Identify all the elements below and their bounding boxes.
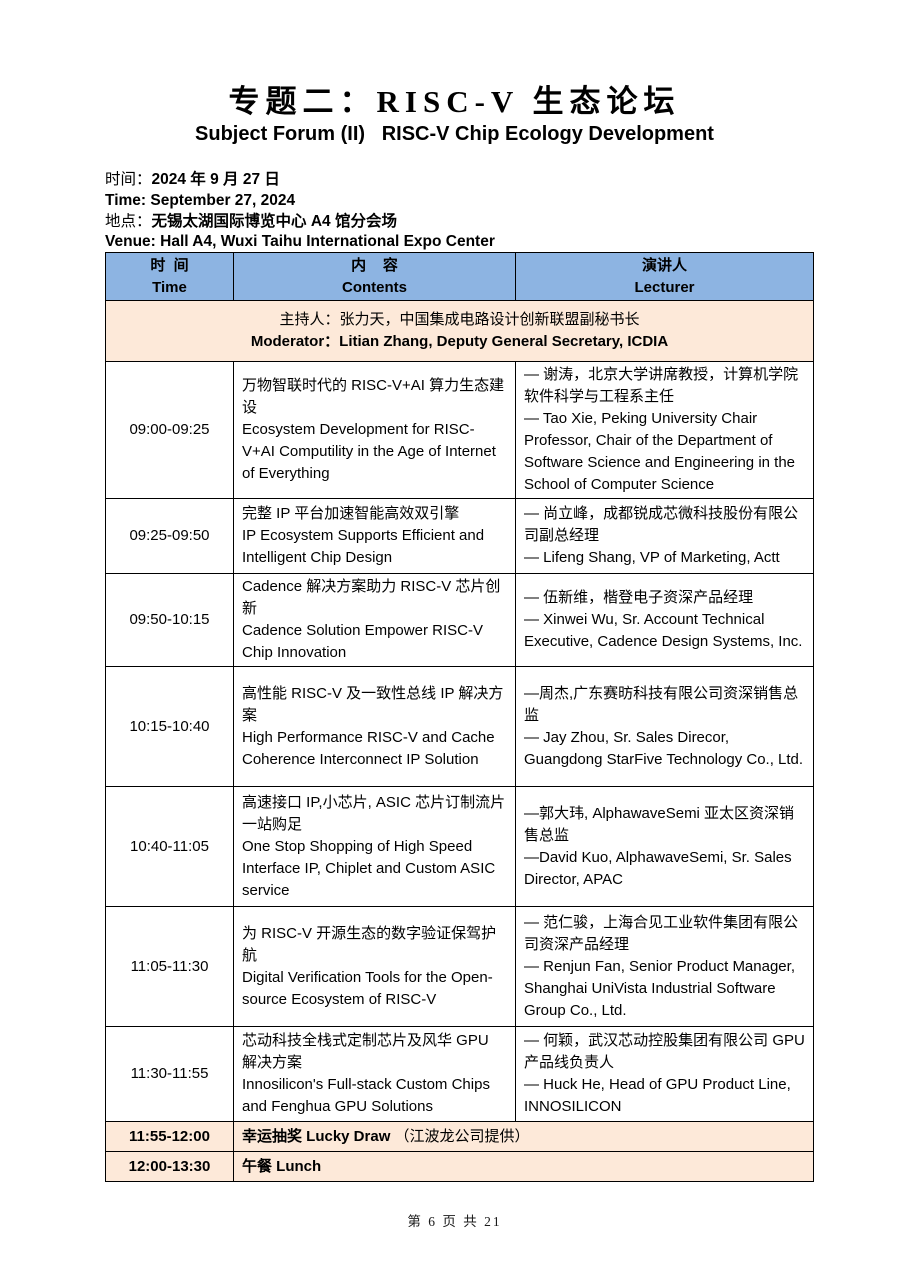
content-cell: Cadence 解决方案助力 RISC-V 芯片创新 Cadence Solut… (233, 573, 516, 667)
lucky-draw-label: 幸运抽奖 Lucky Draw (242, 1127, 391, 1145)
table-row: 11:05-11:30 为 RISC-V 开源生态的数字验证保驾护航 Digit… (105, 906, 814, 1027)
time-cell: 09:00-09:25 (105, 361, 234, 499)
content-zh: 万物智联时代的 RISC-V+AI 算力生态建设 (242, 377, 505, 416)
content-zh: Cadence 解决方案助力 RISC-V 芯片创新 (242, 578, 501, 617)
content-en: Cadence Solution Empower RISC-V Chip Inn… (242, 622, 483, 661)
table-row: 10:15-10:40 高性能 RISC-V 及一致性总线 IP 解决方案 Hi… (105, 666, 814, 787)
lecturer-zh: — 伍新维，楷登电子资深产品经理 (524, 589, 754, 606)
lecturer-cell: — 谢涛，北京大学讲席教授，计算机学院软件科学与工程系主任 — Tao Xie,… (515, 361, 814, 499)
lecturer-cell: — 伍新维，楷登电子资深产品经理 — Xinwei Wu, Sr. Accoun… (515, 573, 814, 667)
lecturer-en: — Xinwei Wu, Sr. Account Technical Execu… (524, 611, 803, 650)
content-en: Innosilicon's Full-stack Custom Chips an… (242, 1076, 490, 1115)
col-lecturer-en: Lecturer (634, 278, 695, 296)
content-en: High Performance RISC-V and Cache Cohere… (242, 728, 495, 768)
lecturer-en: — Lifeng Shang, VP of Marketing, Actt (524, 549, 780, 566)
table-row: 09:00-09:25 万物智联时代的 RISC-V+AI 算力生态建设 Eco… (105, 361, 814, 499)
time-cell: 10:15-10:40 (105, 666, 234, 787)
column-header-contents: 内 容 Contents (233, 252, 516, 301)
lecturer-en: — Renjun Fan, Senior Product Manager, Sh… (524, 957, 795, 1019)
lecturer-zh: — 范仁骏，上海合见工业软件集团有限公司资深产品经理 (524, 913, 799, 953)
content-zh: 完整 IP 平台加速智能高效双引擎 (242, 505, 460, 522)
col-lecturer-zh: 演讲人 (641, 256, 687, 274)
content-zh: 高性能 RISC-V 及一致性总线 IP 解决方案 (242, 684, 504, 724)
lunch-cell: 午餐 Lunch (233, 1151, 814, 1182)
content-en: One Stop Shopping of High Speed Interfac… (242, 837, 496, 899)
lecturer-cell: — 何颖，武汉芯动控股集团有限公司 GPU 产品线负责人 — Huck He, … (515, 1026, 814, 1122)
table-row: 11:30-11:55 芯动科技全栈式定制芯片及风华 GPU 解决方案 Inno… (105, 1026, 814, 1122)
event-info: 时间：2024 年 9 月 27 日 Time: September 27, 2… (105, 170, 815, 253)
lecturer-cell: — 尚立峰，成都锐成芯微科技股份有限公司副总经理 — Lifeng Shang,… (515, 498, 814, 574)
content-cell: 高速接口 IP,小芯片, ASIC 芯片订制流片一站购足 One Stop Sh… (233, 786, 516, 907)
content-cell: 万物智联时代的 RISC-V+AI 算力生态建设 Ecosystem Devel… (233, 361, 516, 499)
time-cell: 11:55-12:00 (105, 1121, 234, 1152)
lecturer-zh: — 尚立峰，成都锐成芯微科技股份有限公司副总经理 (524, 505, 799, 544)
lunch-row: 12:00-13:30 午餐 Lunch (105, 1151, 814, 1182)
lecturer-en: — Huck He, Head of GPU Product Line, INN… (524, 1076, 791, 1115)
lecturer-zh: —周杰,广东赛昉科技有限公司资深销售总监 (524, 684, 799, 724)
moderator-en: Moderator：Litian Zhang, Deputy General S… (250, 333, 669, 350)
time-label: 时间： (105, 171, 152, 188)
lecturer-zh: — 何颖，武汉芯动控股集团有限公司 GPU 产品线负责人 (524, 1032, 805, 1071)
lucky-draw-sponsor: （江波龙公司提供） (394, 1127, 530, 1145)
col-time-en: Time (152, 278, 187, 296)
time-cell: 09:50-10:15 (105, 573, 234, 667)
info-time-en: Time: September 27, 2024 (105, 191, 296, 209)
venue-value: 无锡太湖国际博览中心 A4 馆分会场 (151, 212, 397, 230)
lecturer-cell: — 范仁骏，上海合见工业软件集团有限公司资深产品经理 — Renjun Fan,… (515, 906, 814, 1027)
content-cell: 芯动科技全栈式定制芯片及风华 GPU 解决方案 Innosilicon's Fu… (233, 1026, 516, 1122)
time-cell: 11:05-11:30 (105, 906, 234, 1027)
lecturer-cell: —周杰,广东赛昉科技有限公司资深销售总监 — Jay Zhou, Sr. Sal… (515, 666, 814, 787)
content-zh: 芯动科技全栈式定制芯片及风华 GPU 解决方案 (242, 1032, 489, 1071)
time-cell: 12:00-13:30 (105, 1151, 234, 1182)
schedule-table: 时 间 Time 内 容 Contents 演讲人 Lecturer 主持人：张力天，… (105, 252, 814, 1182)
col-contents-en: Contents (342, 278, 407, 296)
table-row: 09:25-09:50 完整 IP 平台加速智能高效双引擎 IP Ecosyst… (105, 498, 814, 574)
col-time-zh: 时 间 (150, 256, 189, 274)
lunch-label: 午餐 Lunch (242, 1157, 322, 1175)
content-cell: 完整 IP 平台加速智能高效双引擎 IP Ecosystem Supports … (233, 498, 516, 574)
moderator-row: 主持人：张力天，中国集成电路设计创新联盟副秘书长 Moderator：Litia… (105, 300, 814, 362)
info-time-zh: 时间：2024 年 9 月 27 日 (105, 170, 815, 191)
time-cell: 09:25-09:50 (105, 498, 234, 574)
lucky-draw-row: 11:55-12:00 幸运抽奖 Lucky Draw （江波龙公司提供） (105, 1121, 814, 1152)
lecturer-zh: —郭大玮, AlphawaveSemi 亚太区资深销售总监 (524, 804, 795, 844)
content-zh: 高速接口 IP,小芯片, ASIC 芯片订制流片一站购足 (242, 793, 506, 833)
lecturer-en: — Tao Xie, Peking University Chair Profe… (524, 410, 796, 493)
table-row: 09:50-10:15 Cadence 解决方案助力 RISC-V 芯片创新 C… (105, 573, 814, 667)
table-header-row: 时 间 Time 内 容 Contents 演讲人 Lecturer (105, 252, 814, 301)
time-cell: 11:30-11:55 (105, 1026, 234, 1122)
moderator-zh: 主持人：张力天，中国集成电路设计创新联盟副秘书长 (279, 311, 640, 328)
column-header-time: 时 间 Time (105, 252, 234, 301)
lecturer-en: — Jay Zhou, Sr. Sales Direcor, Guangdong… (524, 728, 804, 768)
table-row: 10:40-11:05 高速接口 IP,小芯片, ASIC 芯片订制流片一站购足… (105, 786, 814, 907)
content-en: Ecosystem Development for RISC-V+AI Comp… (242, 421, 496, 482)
time-value: 2024 年 9 月 27 日 (151, 171, 280, 188)
info-venue-zh: 地点：无锡太湖国际博览中心 A4 馆分会场 (105, 212, 815, 233)
lucky-draw-cell: 幸运抽奖 Lucky Draw （江波龙公司提供） (233, 1121, 814, 1152)
content-en: Digital Verification Tools for the Open-… (242, 968, 493, 1008)
page-number: 第 6 页 共 21 (407, 1214, 502, 1229)
content-zh: 为 RISC-V 开源生态的数字验证保驾护航 (242, 924, 497, 964)
col-contents-zh: 内 容 (351, 256, 398, 274)
venue-label: 地点： (105, 212, 152, 230)
lecturer-en: —David Kuo, AlphawaveSemi, Sr. Sales Dir… (524, 848, 792, 888)
content-cell: 为 RISC-V 开源生态的数字验证保驾护航 Digital Verificat… (233, 906, 516, 1027)
page-title-zh: 专题二：RISC-V 生态论坛 (228, 84, 681, 119)
content-en: IP Ecosystem Supports Efficient and Inte… (242, 527, 485, 566)
time-cell: 10:40-11:05 (105, 786, 234, 907)
moderator-cell: 主持人：张力天，中国集成电路设计创新联盟副秘书长 Moderator：Litia… (105, 300, 814, 362)
lecturer-zh: — 谢涛，北京大学讲席教授，计算机学院软件科学与工程系主任 (524, 366, 799, 405)
lecturer-cell: —郭大玮, AlphawaveSemi 亚太区资深销售总监 —David Kuo… (515, 786, 814, 907)
page-title-en: Subject Forum (II) RISC-V Chip Ecology D… (195, 123, 714, 145)
content-cell: 高性能 RISC-V 及一致性总线 IP 解决方案 High Performan… (233, 666, 516, 787)
info-venue-en: Venue: Hall A4, Wuxi Taihu International… (105, 233, 495, 251)
column-header-lecturer: 演讲人 Lecturer (515, 252, 814, 301)
